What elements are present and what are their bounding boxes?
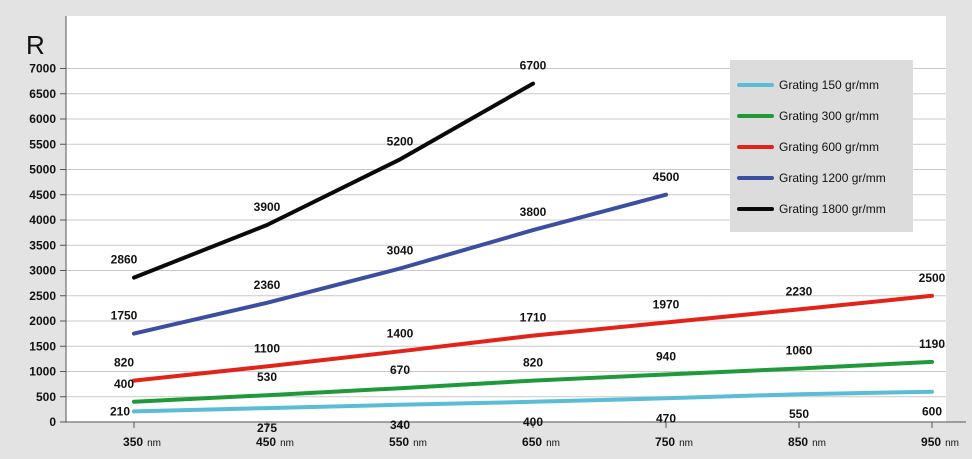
x-tick-value: 550 bbox=[389, 435, 409, 449]
data-label: 5200 bbox=[387, 134, 414, 148]
data-label: 820 bbox=[114, 356, 134, 370]
data-label: 210 bbox=[110, 404, 130, 418]
y-tick-label: 5000 bbox=[29, 163, 56, 177]
x-tick-unit: nm bbox=[812, 438, 826, 449]
x-tick-unit: nm bbox=[413, 438, 427, 449]
x-tick-value: 650 bbox=[522, 435, 542, 449]
y-tick-label: 2500 bbox=[29, 289, 56, 303]
y-axis-label: R bbox=[26, 30, 45, 60]
data-label: 1750 bbox=[111, 309, 138, 323]
data-label: 340 bbox=[390, 418, 410, 432]
x-tick-label: 350 nm bbox=[123, 435, 161, 449]
data-label: 1190 bbox=[919, 337, 945, 351]
data-labels: 210 275 340 400 470 550 600 400 530 670 820 940 1060… bbox=[110, 59, 946, 435]
data-label: 6700 bbox=[520, 59, 547, 73]
series-line-5 bbox=[132, 81, 535, 280]
data-label: 275 bbox=[257, 421, 277, 435]
data-label: 550 bbox=[789, 407, 809, 421]
data-label: 1060 bbox=[786, 343, 813, 357]
y-tick-label: 2000 bbox=[29, 314, 56, 328]
data-label: 470 bbox=[656, 411, 676, 425]
data-label: 2860 bbox=[111, 253, 138, 267]
x-tick-unit: nm bbox=[546, 438, 560, 449]
x-tick-unit: nm bbox=[280, 438, 294, 449]
y-tick-label: 500 bbox=[36, 390, 56, 404]
y-tick-label: 5500 bbox=[29, 137, 56, 151]
x-tick-unit: nm bbox=[679, 438, 693, 449]
series-line-3 bbox=[132, 293, 934, 383]
x-tick-value: 850 bbox=[788, 435, 808, 449]
y-tick-label: 0 bbox=[49, 415, 56, 429]
data-label: 400 bbox=[114, 377, 134, 391]
y-tick-label: 3000 bbox=[29, 264, 56, 278]
data-label: 670 bbox=[390, 363, 410, 377]
data-label: 530 bbox=[257, 370, 277, 384]
series-group bbox=[132, 81, 934, 414]
y-tick-label: 1000 bbox=[29, 365, 56, 379]
data-label: 1100 bbox=[254, 341, 280, 355]
legend: Grating 150 gr/mm Grating 300 gr/mm Gratin… bbox=[730, 60, 913, 232]
x-tick-label: 850 nm bbox=[788, 435, 826, 449]
y-tick-label: 4500 bbox=[29, 188, 56, 202]
x-tick-label: 750 nm bbox=[655, 435, 693, 449]
data-label: 2230 bbox=[786, 284, 813, 298]
data-label: 1970 bbox=[653, 298, 680, 312]
data-label: 2500 bbox=[919, 271, 946, 285]
x-tick-label: 950 nm bbox=[921, 435, 959, 449]
y-tick-label: 4000 bbox=[29, 213, 56, 227]
legend-entry: Grating 300 gr/mm bbox=[779, 109, 879, 123]
data-label: 940 bbox=[656, 350, 676, 364]
x-tick-value: 450 bbox=[256, 435, 276, 449]
data-label: 400 bbox=[523, 415, 543, 429]
series-line-1 bbox=[132, 389, 934, 414]
data-label: 820 bbox=[523, 356, 543, 370]
y-tick-label: 3500 bbox=[29, 238, 56, 252]
y-tick-label: 7000 bbox=[29, 62, 56, 76]
legend-entry: Grating 1800 gr/mm bbox=[779, 202, 886, 216]
y-tick-label: 6500 bbox=[29, 87, 56, 101]
series-line-2 bbox=[132, 359, 934, 404]
legend-entry: Grating 600 gr/mm bbox=[779, 140, 879, 154]
data-label: 3900 bbox=[254, 200, 281, 214]
data-label: 1400 bbox=[387, 326, 414, 340]
x-tick-label: 550 nm bbox=[389, 435, 427, 449]
x-tick-labels: 350 nm 450 nm 550 nm 650 nm 750 nm 850 nm 950 nm bbox=[123, 435, 959, 449]
x-tick-unit: nm bbox=[945, 438, 959, 449]
legend-entry: Grating 1200 gr/mm bbox=[779, 171, 886, 185]
data-label: 2360 bbox=[254, 278, 281, 292]
data-label: 3800 bbox=[520, 205, 547, 219]
series-line-4 bbox=[132, 192, 668, 336]
data-label: 600 bbox=[922, 405, 942, 419]
y-tick-label: 1500 bbox=[29, 339, 56, 353]
x-tick-unit: nm bbox=[147, 438, 161, 449]
x-tick-value: 750 bbox=[655, 435, 675, 449]
data-label: 1710 bbox=[520, 311, 547, 325]
legend-entry: Grating 150 gr/mm bbox=[779, 78, 879, 92]
y-tick-labels: 0 500 1000 1500 2000 2500 3000 3500 4000 4500 5000… bbox=[29, 62, 56, 430]
y-tick-label: 6000 bbox=[29, 112, 56, 126]
x-tick-label: 450 nm bbox=[256, 435, 294, 449]
x-tick-value: 950 bbox=[921, 435, 941, 449]
data-label: 4500 bbox=[653, 170, 680, 184]
x-tick-label: 650 nm bbox=[522, 435, 560, 449]
x-tick-value: 350 bbox=[123, 435, 143, 449]
data-label: 3040 bbox=[387, 243, 414, 257]
axes bbox=[60, 16, 966, 428]
